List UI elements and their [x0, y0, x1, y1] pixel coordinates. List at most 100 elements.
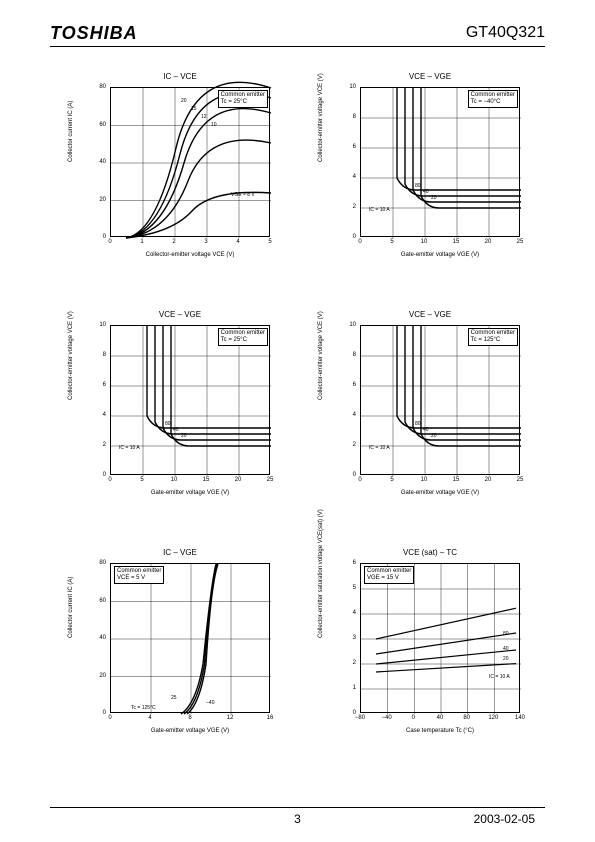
chart-annotation: Common emitterTc = 25°C: [218, 328, 268, 346]
y-axis-label: Collector-emitter voltage VCE (V): [318, 73, 324, 162]
svg-text:40: 40: [423, 189, 429, 195]
svg-text:IC = 10 A: IC = 10 A: [489, 674, 510, 680]
chart-5: VCE (sat) – TCCollector-emitter saturati…: [320, 548, 540, 758]
y-tick: 40: [94, 635, 106, 641]
x-tick: 5: [390, 477, 393, 483]
chart-annotation: Common emitterTc = 125°C: [468, 328, 518, 346]
x-tick: 5: [390, 239, 393, 245]
x-tick: 5: [268, 239, 271, 245]
y-tick: 8: [344, 352, 356, 358]
y-tick: 4: [344, 610, 356, 616]
x-tick: 10: [171, 477, 178, 483]
chart-annotation: Common emitterVCE = 5 V: [114, 566, 164, 584]
x-tick: 0: [108, 239, 111, 245]
x-axis-label: Gate-emitter voltage VGE (V): [360, 490, 520, 496]
x-tick: 4: [148, 715, 151, 721]
y-axis-label: Collector current IC (A): [68, 101, 74, 162]
y-tick: 60: [94, 598, 106, 604]
plot-area: 25 Tc = 125°C −40: [110, 563, 270, 713]
y-tick: 0: [344, 710, 356, 716]
x-tick: 25: [267, 477, 274, 483]
x-tick: 0: [108, 477, 111, 483]
y-tick: 80: [94, 560, 106, 566]
svg-text:−40: −40: [206, 700, 215, 706]
x-tick: 16: [267, 715, 274, 721]
chart-title: VCE (sat) – TC: [320, 548, 540, 557]
x-tick: 25: [517, 477, 524, 483]
x-tick: 80: [463, 715, 470, 721]
svg-text:IC = 10 A: IC = 10 A: [369, 445, 390, 451]
svg-text:20: 20: [181, 98, 187, 104]
x-axis-label: Collector-emitter voltage VCE (V): [110, 252, 270, 258]
chart-4: IC – VGECollector current IC (A)25Tc = 1…: [70, 548, 290, 758]
y-tick: 4: [344, 174, 356, 180]
x-axis-label: Gate-emitter voltage VGE (V): [110, 490, 270, 496]
y-tick: 20: [94, 197, 106, 203]
svg-text:VGE = 8 V: VGE = 8 V: [231, 192, 255, 198]
x-tick: 2: [172, 239, 175, 245]
x-tick: 8: [188, 715, 191, 721]
y-axis-label: Collector-emitter voltage VCE (V): [318, 311, 324, 400]
x-tick: 3: [204, 239, 207, 245]
y-tick: 10: [94, 322, 106, 328]
chart-2: VCE – VGECollector-emitter voltage VCE (…: [70, 310, 290, 520]
svg-text:Tc = 125°C: Tc = 125°C: [131, 705, 156, 711]
y-tick: 2: [344, 204, 356, 210]
y-tick: 20: [94, 673, 106, 679]
y-tick: 3: [344, 635, 356, 641]
x-axis-label: Gate-emitter voltage VGE (V): [360, 252, 520, 258]
y-tick: 6: [344, 382, 356, 388]
svg-text:20: 20: [431, 433, 437, 439]
chart-3: VCE – VGECollector-emitter voltage VCE (…: [320, 310, 540, 520]
y-axis-label: Collector-emitter saturation voltage VCE…: [318, 509, 324, 638]
x-tick: 15: [453, 239, 460, 245]
svg-text:IC = 10 A: IC = 10 A: [369, 207, 390, 213]
charts-grid: IC – VCECollector current IC (A)20151210…: [70, 72, 535, 768]
y-tick: 2: [344, 660, 356, 666]
chart-title: VCE – VGE: [320, 310, 540, 319]
y-tick: 4: [94, 412, 106, 418]
page-date: 2003-02-05: [474, 812, 535, 826]
x-tick: 4: [236, 239, 239, 245]
y-tick: 80: [94, 84, 106, 90]
y-tick: 6: [94, 382, 106, 388]
svg-text:80: 80: [415, 421, 421, 427]
svg-text:10: 10: [211, 122, 217, 128]
y-tick: 40: [94, 159, 106, 165]
svg-text:12: 12: [201, 114, 207, 120]
header-rule: [50, 46, 545, 47]
svg-text:80: 80: [503, 631, 509, 637]
y-tick: 0: [94, 234, 106, 240]
y-tick: 10: [344, 322, 356, 328]
x-tick: 0: [358, 239, 361, 245]
y-tick: 4: [344, 412, 356, 418]
chart-title: VCE – VGE: [320, 72, 540, 81]
svg-text:15: 15: [191, 106, 197, 112]
y-tick: 6: [344, 560, 356, 566]
svg-text:80: 80: [415, 183, 421, 189]
x-tick: 5: [140, 477, 143, 483]
svg-text:40: 40: [423, 427, 429, 433]
y-tick: 1: [344, 685, 356, 691]
x-tick: 10: [421, 477, 428, 483]
y-tick: 0: [344, 234, 356, 240]
page-header: TOSHIBA GT40Q321: [0, 18, 595, 48]
chart-annotation: Common emitterTc = −40°C: [468, 90, 518, 108]
x-axis-label: Gate-emitter voltage VGE (V): [110, 728, 270, 734]
x-tick: 140: [515, 715, 525, 721]
y-tick: 2: [94, 442, 106, 448]
y-tick: 0: [94, 710, 106, 716]
svg-text:20: 20: [503, 656, 509, 662]
x-tick: 120: [488, 715, 498, 721]
y-axis-label: Collector current IC (A): [68, 577, 74, 638]
y-tick: 5: [344, 585, 356, 591]
x-tick: 20: [485, 239, 492, 245]
chart-1: VCE – VGECollector-emitter voltage VCE (…: [320, 72, 540, 282]
x-axis-label: Case temperature Tc (°C): [360, 728, 520, 734]
x-tick: 0: [412, 715, 415, 721]
x-tick: 15: [203, 477, 210, 483]
svg-text:25: 25: [171, 695, 177, 701]
chart-annotation: Common emitterVGE = 15 V: [364, 566, 414, 584]
plot-area: 20 15 12 10 VGE = 8 V: [110, 87, 270, 237]
brand-logo: TOSHIBA: [50, 23, 138, 44]
